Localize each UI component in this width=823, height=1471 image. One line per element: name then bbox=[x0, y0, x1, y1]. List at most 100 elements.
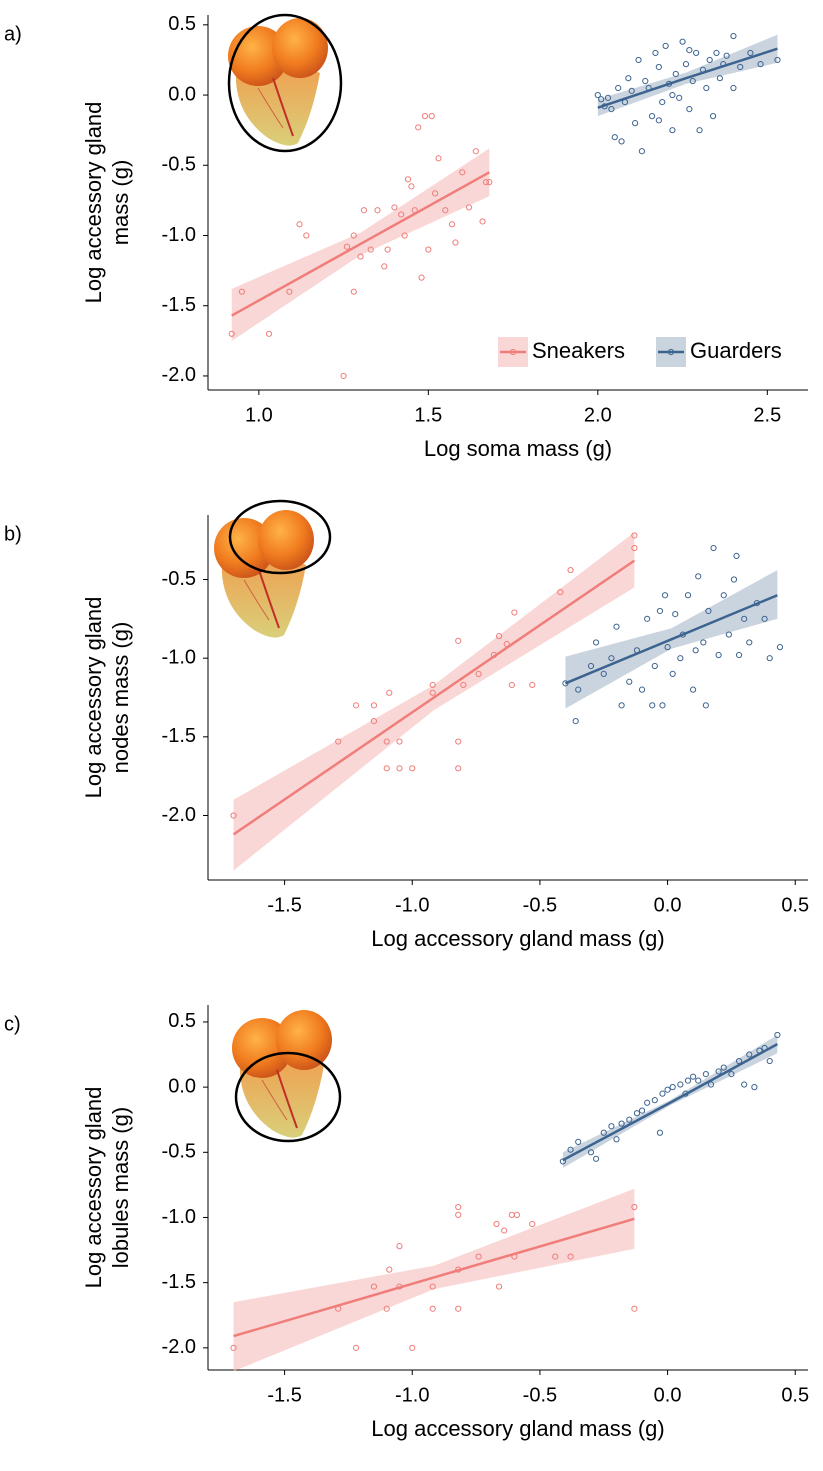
data-point bbox=[644, 615, 651, 622]
data-point bbox=[669, 1084, 676, 1091]
data-point bbox=[628, 87, 635, 94]
y-tick-label: -2.0 bbox=[162, 804, 196, 826]
legend-point bbox=[509, 348, 517, 356]
data-point bbox=[472, 148, 479, 155]
data-point bbox=[475, 1253, 482, 1260]
data-point bbox=[700, 639, 707, 646]
data-point bbox=[386, 1266, 393, 1273]
x-tick-label: -1.5 bbox=[267, 1384, 301, 1406]
x-tick-label: 0.0 bbox=[654, 1384, 682, 1406]
data-point bbox=[429, 689, 436, 696]
data-point bbox=[567, 566, 574, 574]
y-tick-label: 0.5 bbox=[168, 13, 196, 35]
data-point bbox=[746, 639, 753, 646]
x-axis-label: Log accessory gland mass (g) bbox=[371, 926, 664, 951]
data-point bbox=[511, 609, 518, 616]
y-tick-label: -1.5 bbox=[162, 1271, 196, 1293]
data-point bbox=[626, 678, 633, 685]
data-point bbox=[632, 120, 639, 127]
data-point bbox=[238, 288, 245, 295]
data-point bbox=[350, 232, 357, 239]
fit-line bbox=[597, 47, 778, 109]
x-tick-label: 2.0 bbox=[584, 404, 612, 426]
data-point bbox=[508, 681, 515, 689]
data-point bbox=[720, 1064, 727, 1071]
data-point bbox=[638, 148, 645, 155]
data-point bbox=[735, 651, 743, 659]
data-point bbox=[631, 1203, 638, 1211]
data-point bbox=[594, 91, 601, 99]
fit-line bbox=[562, 1043, 778, 1162]
data-point bbox=[370, 702, 378, 709]
data-point bbox=[706, 56, 713, 64]
data-point bbox=[493, 1220, 500, 1228]
data-point bbox=[677, 1081, 684, 1088]
data-point bbox=[631, 544, 638, 552]
data-point bbox=[626, 1116, 633, 1123]
data-point bbox=[774, 1031, 781, 1039]
legend-label: Sneakers bbox=[532, 338, 625, 363]
data-point bbox=[618, 702, 625, 709]
data-point bbox=[452, 239, 459, 246]
data-point bbox=[408, 183, 415, 190]
data-point bbox=[340, 372, 347, 380]
data-point bbox=[374, 207, 381, 214]
data-point bbox=[716, 75, 723, 82]
data-point bbox=[703, 84, 710, 92]
data-point bbox=[693, 49, 700, 57]
data-point bbox=[720, 592, 727, 599]
data-point bbox=[715, 1068, 722, 1075]
data-point bbox=[529, 681, 536, 689]
data-point bbox=[751, 1084, 758, 1091]
data-point bbox=[465, 204, 473, 211]
data-point bbox=[649, 702, 656, 709]
data-point bbox=[343, 243, 351, 250]
data-point bbox=[689, 77, 696, 85]
data-point bbox=[401, 232, 408, 239]
data-point bbox=[592, 639, 600, 646]
data-point bbox=[455, 1203, 462, 1211]
data-point bbox=[631, 1305, 638, 1312]
data-point bbox=[696, 127, 703, 134]
data-point bbox=[608, 655, 615, 662]
data-point bbox=[766, 1057, 773, 1065]
data-point bbox=[482, 179, 490, 186]
data-point bbox=[557, 588, 564, 596]
x-tick-label: 2.5 bbox=[753, 404, 781, 426]
data-point bbox=[360, 207, 368, 214]
data-point bbox=[357, 253, 364, 260]
data-point bbox=[296, 221, 303, 228]
data-point bbox=[567, 1146, 574, 1153]
data-point bbox=[383, 765, 390, 772]
gland-image bbox=[231, 1009, 333, 1139]
data-point bbox=[652, 49, 659, 57]
panel-label: b) bbox=[4, 523, 22, 545]
x-tick-label: -1.5 bbox=[267, 894, 301, 916]
data-point bbox=[383, 1305, 390, 1312]
data-point bbox=[495, 1283, 503, 1290]
data-point bbox=[230, 1344, 237, 1351]
data-point bbox=[682, 61, 690, 68]
data-point bbox=[728, 1070, 735, 1078]
data-point bbox=[396, 1243, 403, 1250]
fit-line bbox=[231, 171, 490, 317]
data-point bbox=[618, 138, 625, 145]
data-point bbox=[455, 1305, 462, 1312]
data-point bbox=[587, 662, 595, 670]
data-point bbox=[638, 686, 646, 693]
legend-point bbox=[667, 348, 675, 356]
y-tick-label: -1.5 bbox=[162, 725, 196, 747]
data-point bbox=[633, 1110, 641, 1117]
x-axis-label: Log soma mass (g) bbox=[424, 436, 612, 461]
data-point bbox=[662, 42, 669, 49]
y-tick-label: 0.5 bbox=[168, 1010, 196, 1032]
data-point bbox=[644, 1099, 651, 1106]
data-point bbox=[625, 75, 632, 82]
data-point bbox=[350, 288, 357, 295]
data-point bbox=[409, 765, 416, 772]
y-tick-label: -0.5 bbox=[162, 568, 196, 590]
data-point bbox=[648, 113, 656, 120]
data-point bbox=[608, 1123, 615, 1130]
data-point bbox=[381, 263, 388, 270]
